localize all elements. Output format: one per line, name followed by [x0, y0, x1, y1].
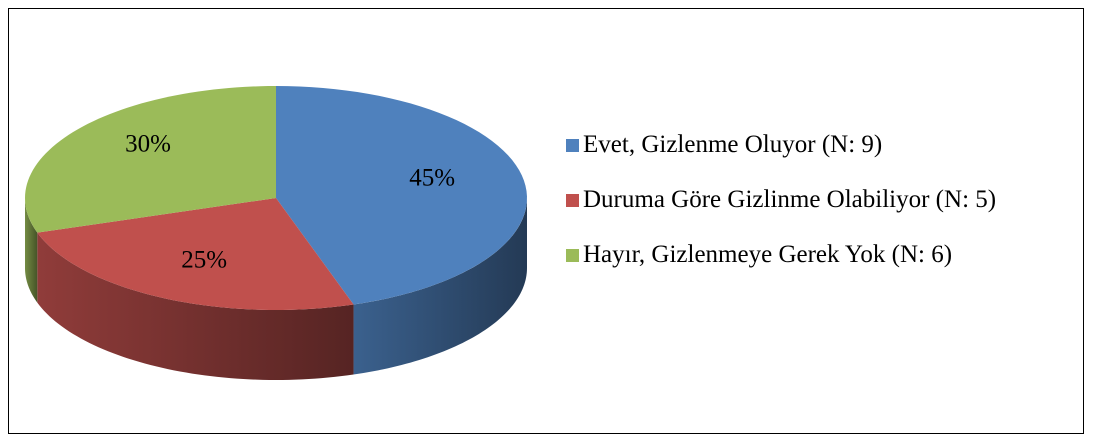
- chart-frame: [8, 8, 1084, 434]
- pie-side: [353, 198, 527, 375]
- pie-slice: [37, 198, 354, 310]
- legend-label: Evet, Gizlenme Oluyor (N: 9): [583, 131, 883, 158]
- data-label: 45%: [409, 164, 455, 191]
- pie-slice: [276, 86, 527, 305]
- pie-side: [37, 232, 354, 380]
- legend-swatch: [566, 249, 579, 262]
- legend-item: Hayır, Gizlenmeye Gerek Yok (N: 6): [566, 238, 1066, 271]
- legend-label: Duruma Göre Gizlinme Olabiliyor (N: 5): [583, 186, 997, 213]
- data-label: 25%: [181, 247, 227, 274]
- legend-swatch: [566, 194, 579, 207]
- legend-item: Evet, Gizlenme Oluyor (N: 9): [566, 128, 1066, 161]
- legend-swatch: [566, 139, 579, 152]
- pie-slice: [25, 86, 276, 233]
- data-label: 30%: [125, 131, 171, 158]
- legend-label: Hayır, Gizlenmeye Gerek Yok (N: 6): [583, 241, 953, 268]
- legend: Evet, Gizlenme Oluyor (N: 9) Duruma Göre …: [566, 128, 1066, 271]
- pie-side: [25, 198, 38, 303]
- legend-item: Duruma Göre Gizlinme Olabiliyor (N: 5): [566, 183, 1066, 216]
